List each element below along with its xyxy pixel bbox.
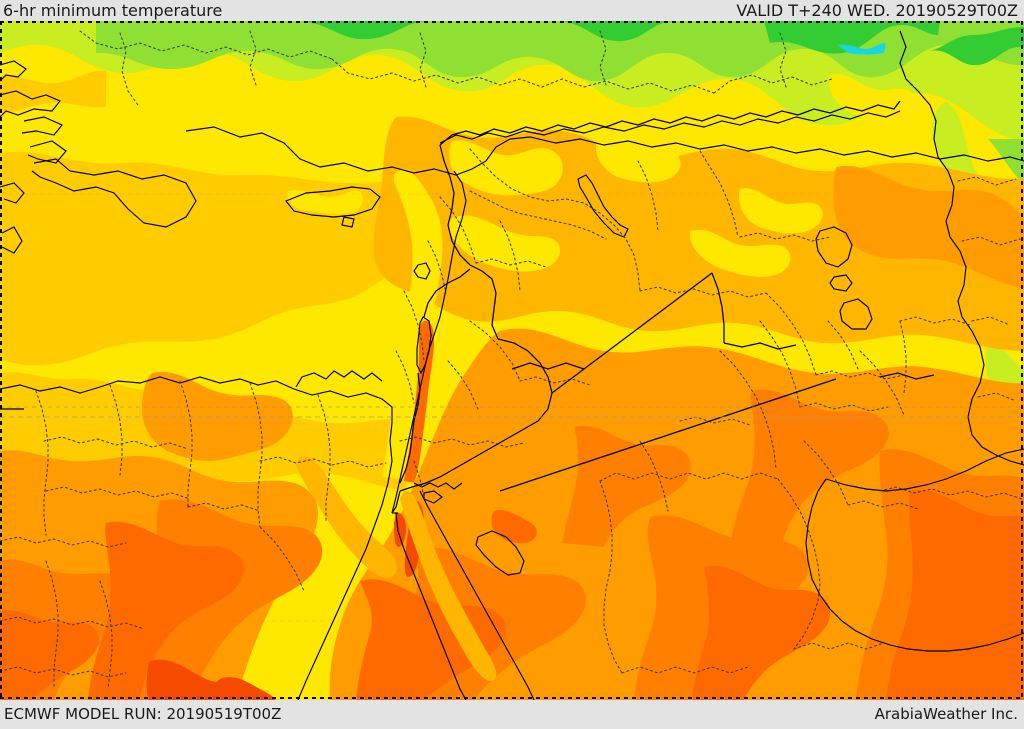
coastline-layer [0, 30, 1024, 700]
graticule-layer [0, 193, 1024, 622]
temperature-map-canvas[interactable] [0, 21, 1024, 700]
valid-time-label: VALID T+240 WED. 20190529T00Z [736, 1, 1018, 20]
map-title: 6-hr minimum temperature [3, 1, 223, 20]
provider-credit-label: ArabiaWeather Inc. [874, 705, 1018, 723]
model-run-label: ECMWF MODEL RUN: 20190519T00Z [4, 705, 282, 723]
contour-group-sea-strips [296, 456, 497, 681]
contour-group-hot-core [0, 320, 1024, 700]
political-border-layer [0, 100, 1024, 514]
map-frame [0, 21, 1024, 700]
temperature-contour-field [0, 21, 1024, 700]
bottom-info-bar: ECMWF MODEL RUN: 20190519T00Z ArabiaWeat… [0, 700, 1024, 729]
top-info-bar: 6-hr minimum temperature VALID T+240 WED… [0, 0, 1024, 21]
